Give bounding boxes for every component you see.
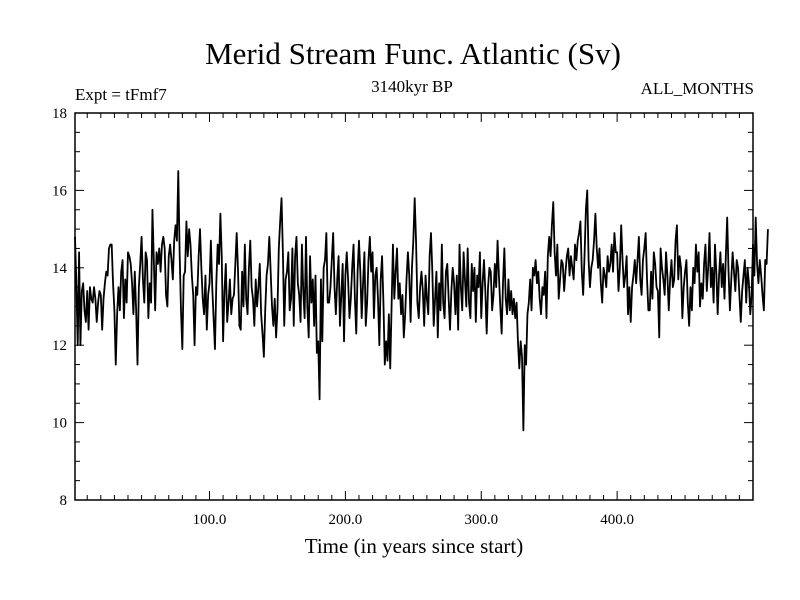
x-tick-label: 100.0: [193, 512, 227, 528]
y-tick-label: 16: [52, 183, 68, 199]
y-tick-label: 12: [52, 338, 67, 354]
y-tick-label: 14: [52, 261, 68, 277]
x-axis: 100.0 200.0 300.0 400.0: [86, 113, 754, 528]
series-line-amoc: [74, 170, 769, 432]
expt-label: Expt = tFmf7: [75, 85, 167, 104]
months-label: ALL_MONTHS: [641, 79, 754, 98]
y-tick-label: 10: [52, 416, 67, 432]
x-axis-label: Time (in years since start): [305, 534, 524, 558]
x-tick-label: 200.0: [329, 512, 363, 528]
x-tick-label: 300.0: [464, 512, 498, 528]
plot-frame: [74, 112, 754, 501]
y-tick-label: 8: [60, 493, 68, 509]
period-label: 3140kyr BP: [371, 77, 453, 96]
y-tick-label: 18: [52, 106, 67, 122]
chart-title: Merid Stream Func. Atlantic (Sv): [205, 36, 621, 71]
x-tick-label: 400.0: [600, 512, 634, 528]
